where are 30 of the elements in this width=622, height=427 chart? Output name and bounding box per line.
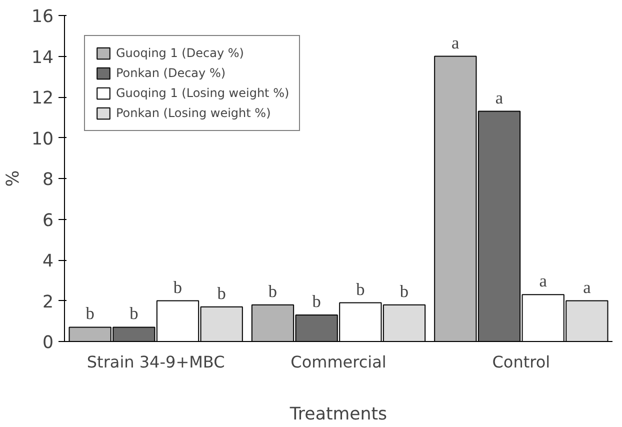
data-label: b xyxy=(173,278,182,297)
x-tick-label: Strain 34-9+MBC xyxy=(86,352,225,372)
y-tick-label: 12 xyxy=(31,88,54,108)
y-tick-label: 2 xyxy=(42,292,54,312)
y-tick-label: 10 xyxy=(31,129,54,150)
data-label: b xyxy=(400,282,409,301)
legend-label: Guoqing 1 (Decay %) xyxy=(116,46,244,60)
data-label: b xyxy=(312,292,321,312)
legend-label: Guoqing 1 (Losing weight %) xyxy=(116,86,290,100)
y-tick-label: 8 xyxy=(42,170,54,190)
data-label: a xyxy=(452,33,460,52)
y-tick-label: 4 xyxy=(42,252,54,272)
y-tick-label: 14 xyxy=(31,48,54,68)
x-axis-title: Treatments xyxy=(288,404,388,424)
data-label: b xyxy=(130,304,138,324)
legend-label: Ponkan (Losing weight %) xyxy=(116,106,271,120)
data-label: b xyxy=(217,284,226,303)
y-tick-label: 16 xyxy=(31,7,54,27)
y-tick-label: 6 xyxy=(42,210,54,231)
y-tick-label: 0 xyxy=(42,333,54,353)
data-label: a xyxy=(583,278,592,297)
data-label: b xyxy=(86,304,94,324)
legend-label: Ponkan (Decay %) xyxy=(116,66,226,80)
data-label: b xyxy=(356,280,365,299)
data-label: b xyxy=(268,282,278,301)
x-tick-label: Commercial xyxy=(290,352,386,372)
y-axis-title: % xyxy=(3,170,24,187)
x-tick-label: Control xyxy=(492,352,550,372)
data-label: a xyxy=(539,272,548,291)
data-label: a xyxy=(495,88,504,108)
